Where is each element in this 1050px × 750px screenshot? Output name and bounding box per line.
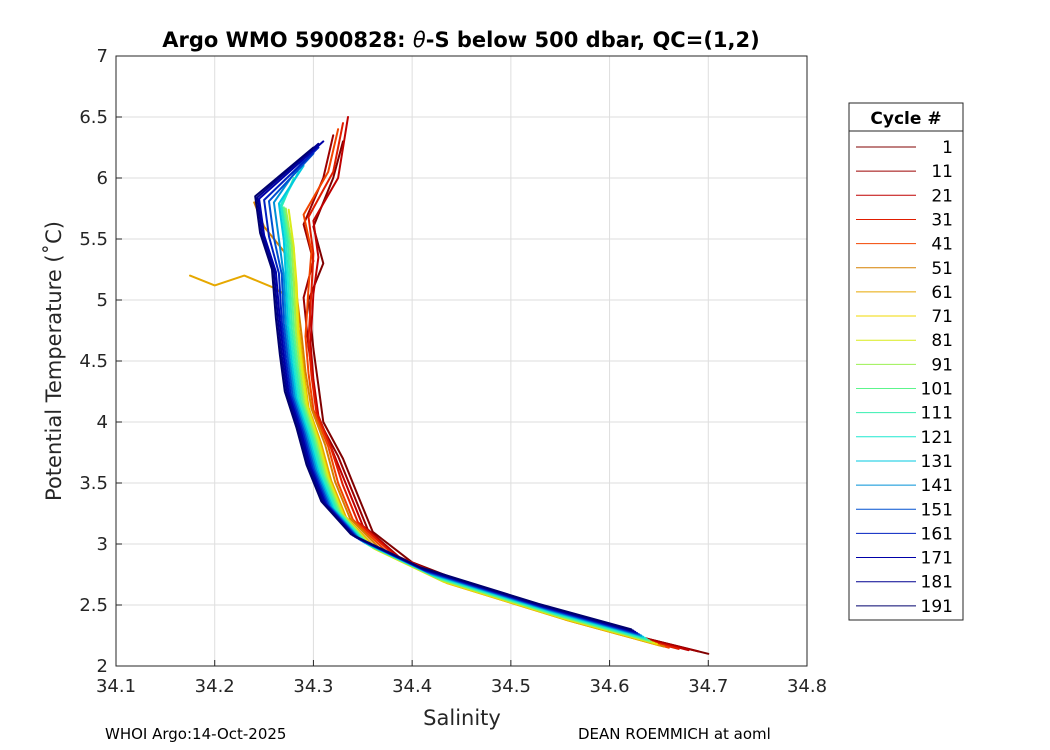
chart-title: Argo WMO 5900828: θ-S below 500 dbar, QC…	[162, 28, 759, 52]
y-tick-label: 6.5	[79, 107, 108, 128]
x-tick-label: 34.4	[392, 676, 432, 697]
series-line-cycle-11	[302, 134, 700, 653]
legend-entry-label: 131	[921, 452, 953, 472]
series-line-cycle-151	[268, 152, 641, 636]
y-tick-label: 5	[97, 290, 108, 311]
legend-entry-label: 51	[931, 259, 953, 279]
legend-entry-label: 101	[921, 380, 953, 400]
x-ticks: 34.1 34.2 34.3 34.4 34.5 34.6 34.7 34.8	[96, 660, 827, 697]
legend-title: Cycle #	[870, 109, 941, 129]
legend-entry-label: 61	[931, 283, 953, 303]
legend-entry-label: 91	[931, 355, 953, 375]
legend-entry-label: 11	[931, 162, 953, 182]
series-line-cycle-1	[307, 140, 710, 655]
y-tick-label: 5.5	[79, 229, 108, 250]
series-line-cycle-81	[287, 208, 655, 644]
series-line-cycle-121	[279, 170, 647, 639]
series-line-cycle-101	[282, 206, 651, 642]
series-line-cycle-171	[258, 140, 637, 633]
legend-entry-label: 181	[921, 573, 953, 593]
x-axis-label: Salinity	[423, 706, 501, 730]
series-line-cycle-161	[263, 146, 639, 635]
legend-entry-label: 121	[921, 428, 953, 448]
x-tick-label: 34.3	[293, 676, 333, 697]
footer-right: DEAN ROEMMICH at aoml	[578, 725, 771, 743]
legend-entry-label: 171	[921, 549, 953, 569]
x-tick-label: 34.2	[195, 676, 235, 697]
series-line-cycle-111	[280, 177, 649, 641]
title-suffix: -S below 500 dbar, QC=(1,2)	[426, 28, 760, 52]
y-tick-label: 4.5	[79, 351, 108, 372]
legend-entry-label: 1	[942, 138, 953, 158]
legend-entry-label: 21	[931, 186, 953, 206]
y-tick-label: 3.5	[79, 473, 108, 494]
series-line-cycle-21	[309, 116, 690, 652]
series-line-cycle-191	[254, 146, 633, 631]
series-line-cycle-61	[189, 274, 660, 647]
legend-entry-label: 31	[931, 210, 953, 230]
legend-entry-label: 161	[921, 524, 953, 544]
series-line-cycle-141	[272, 158, 643, 637]
series-line-cycle-71	[282, 209, 658, 645]
y-tick-label: 3	[97, 534, 108, 555]
y-tick-label: 4	[97, 412, 108, 433]
legend-entry-label: 151	[921, 500, 953, 520]
legend-entry-label: 111	[921, 404, 953, 424]
y-tick-label: 7	[97, 46, 108, 67]
series-line-cycle-41	[302, 128, 670, 649]
grid-lines	[115, 55, 808, 667]
legend-entry-label: 141	[921, 476, 953, 496]
series-line-cycle-31	[307, 122, 680, 650]
y-axis-label: Potential Temperature (˚C)	[42, 221, 66, 501]
series-line-cycle-131	[277, 164, 645, 638]
legend-entry-label: 191	[921, 597, 953, 617]
y-ticks: 2 2.5 3 3.5 4 4.5 5 5.5 6 6.5 7	[79, 46, 122, 677]
series-group	[189, 116, 710, 655]
x-tick-label: 34.1	[96, 676, 136, 697]
title-theta: θ	[413, 28, 426, 52]
legend-entry-label: 71	[931, 307, 953, 327]
legend-entry-label: 41	[931, 235, 953, 255]
footer-left: WHOI Argo:14-Oct-2025	[105, 725, 287, 743]
x-tick-label: 34.8	[787, 676, 827, 697]
series-line-cycle-91	[284, 207, 652, 643]
y-tick-label: 2.5	[79, 595, 108, 616]
legend-entry-label: 81	[931, 331, 953, 351]
legend: Cycle # 11121314151617181911011111211311…	[848, 102, 964, 621]
x-tick-label: 34.6	[590, 676, 630, 697]
x-tick-label: 34.5	[491, 676, 531, 697]
title-prefix: Argo WMO 5900828:	[162, 28, 413, 52]
y-tick-label: 6	[97, 168, 108, 189]
y-tick-label: 2	[97, 656, 108, 677]
x-tick-label: 34.7	[688, 676, 728, 697]
